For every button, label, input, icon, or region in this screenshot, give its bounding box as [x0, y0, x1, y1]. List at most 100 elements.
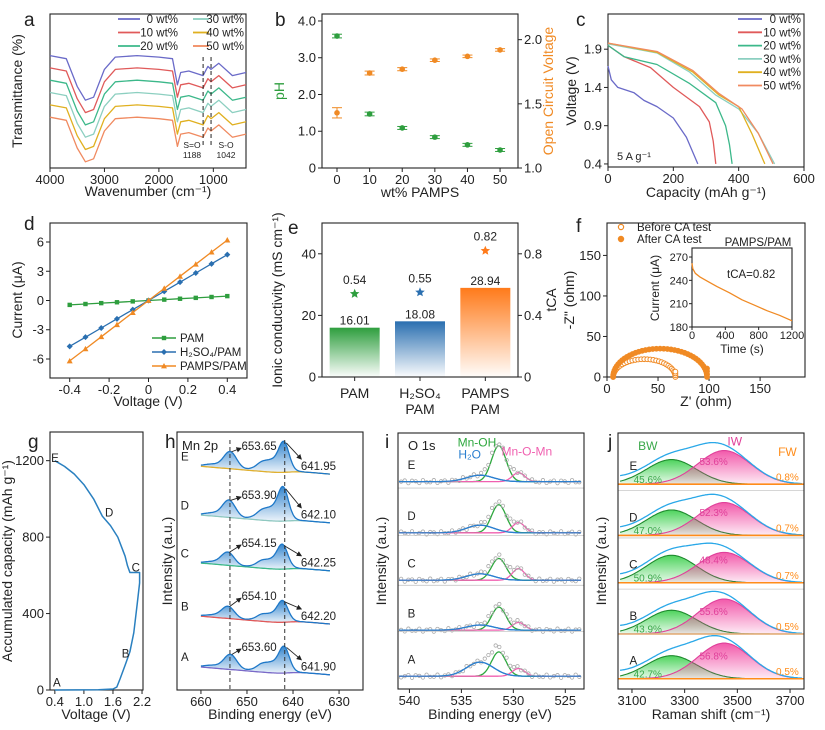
legend-marker — [161, 335, 167, 341]
data-point — [511, 467, 516, 472]
x-tick-label: 530 — [502, 693, 524, 708]
data-point — [428, 627, 433, 632]
data-point — [559, 577, 564, 582]
bw-percent-label: 43.9% — [634, 625, 662, 636]
data-point — [511, 620, 516, 625]
peak-fill-area — [200, 646, 330, 675]
data-point — [500, 608, 506, 613]
panel-letter: j — [607, 432, 612, 453]
inset-y-axis-label: Current (μA) — [648, 255, 662, 321]
y-tick-label: 40 — [302, 246, 316, 261]
data-point — [577, 480, 582, 485]
data-point — [486, 462, 491, 468]
bar-value-label: 28.94 — [470, 274, 500, 288]
peak-arrow — [284, 545, 303, 557]
component-label: IW — [727, 434, 742, 448]
bar — [329, 327, 380, 377]
y-tick-label: 50 — [587, 329, 601, 344]
component-label: Mn-OH — [458, 436, 497, 450]
legend-marker — [161, 363, 167, 369]
data-point — [129, 309, 136, 315]
data-point — [482, 467, 487, 472]
data-point — [486, 514, 491, 519]
data-point — [114, 300, 120, 305]
raman-envelope-line — [620, 493, 802, 536]
data-point — [99, 300, 104, 306]
data-point — [529, 674, 535, 679]
ftir-spectrum-line — [49, 54, 247, 101]
data-point — [508, 663, 513, 668]
panel-letter: e — [288, 218, 299, 239]
data-point — [504, 612, 509, 617]
x-tick-label: 50 — [651, 381, 665, 396]
state-label: E — [181, 452, 189, 464]
y-axis-label: Transmittance (%) — [9, 34, 25, 148]
peak-arrow — [230, 495, 242, 501]
legend-label: 30 wt% — [206, 14, 244, 26]
capacity-curve — [54, 460, 141, 691]
x-tick-label: 150 — [749, 381, 771, 396]
bar — [460, 287, 511, 377]
data-point — [66, 357, 73, 364]
state-label: B — [629, 611, 637, 623]
legend-label: PAM — [180, 333, 204, 345]
data-point — [113, 315, 120, 322]
data-point — [519, 621, 524, 626]
fw-percent-label: 0.5% — [776, 622, 799, 633]
state-label: C — [407, 558, 415, 570]
peak-position-label: 642.20 — [301, 611, 336, 623]
data-point — [366, 111, 373, 117]
data-point — [551, 478, 556, 483]
data-point — [489, 610, 495, 615]
data-point — [177, 273, 184, 279]
panel-letter: c — [576, 10, 586, 31]
data-point — [519, 566, 524, 571]
plot-frame — [49, 13, 247, 169]
y-tick-label: 100 — [579, 288, 601, 303]
data-point — [449, 628, 455, 633]
x-tick-label: 400 — [728, 171, 750, 186]
x-axis-label: Z' (ohm) — [680, 393, 732, 409]
data-point — [192, 261, 199, 267]
data-point — [493, 604, 498, 609]
plot-frame — [617, 432, 805, 690]
data-point — [577, 529, 582, 535]
x-tick-label: 20 — [395, 172, 409, 187]
state-label: B — [122, 649, 130, 661]
inset-x-tick-label: 800 — [749, 330, 767, 342]
x-tick-label: 535 — [451, 693, 473, 708]
data-point — [497, 47, 503, 53]
data-point — [537, 480, 542, 485]
data-point — [493, 556, 498, 561]
category-label: PAMPS — [461, 385, 509, 401]
legend-marker — [617, 223, 625, 231]
data-point — [497, 442, 502, 447]
y-tick-label: 4.0 — [298, 13, 316, 28]
raman-envelope-line — [620, 635, 802, 679]
data-point — [500, 503, 506, 508]
data-point — [482, 656, 487, 661]
y-tick-label: 150 — [579, 248, 601, 263]
data-point — [431, 674, 436, 679]
x-tick-label: 200 — [662, 171, 684, 186]
data-point — [475, 474, 480, 479]
data-point — [82, 345, 89, 352]
impedance-point — [672, 368, 679, 375]
peak-annotation-value: 1042 — [217, 150, 236, 160]
y2-tick-label: 1.0 — [524, 161, 542, 176]
legend-label: H₂SO₄/PAM — [180, 347, 241, 359]
data-point — [209, 294, 214, 300]
component-label: H₂O — [458, 448, 481, 462]
data-point — [432, 134, 438, 140]
x-axis-label: Voltage (V) — [113, 393, 182, 409]
legend-label: PAMPS/PAM — [180, 361, 247, 373]
plot-frame — [321, 13, 519, 169]
data-point — [442, 478, 447, 483]
state-label: C — [132, 563, 140, 575]
x-tick-label: 0 — [604, 171, 611, 186]
peak-arrow — [285, 488, 302, 509]
data-point — [522, 473, 527, 478]
bw-percent-label: 45.6% — [634, 475, 662, 486]
peak-position-label: 653.60 — [241, 642, 276, 654]
